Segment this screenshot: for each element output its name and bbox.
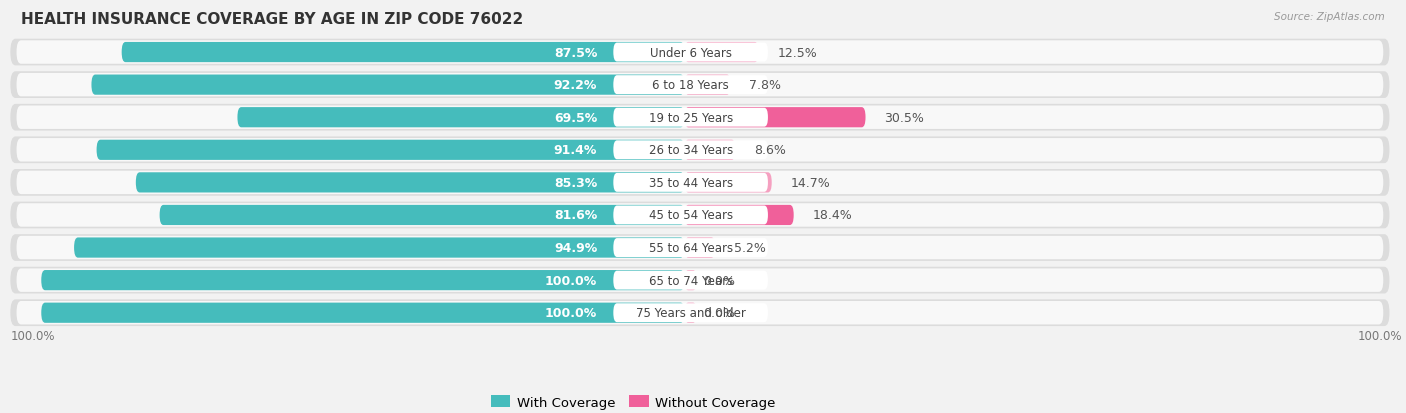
FancyBboxPatch shape xyxy=(17,301,1384,325)
Text: 87.5%: 87.5% xyxy=(554,46,598,59)
FancyBboxPatch shape xyxy=(685,173,772,193)
FancyBboxPatch shape xyxy=(17,269,1384,292)
FancyBboxPatch shape xyxy=(613,206,768,225)
Text: 81.6%: 81.6% xyxy=(554,209,598,222)
FancyBboxPatch shape xyxy=(17,171,1384,195)
Text: 100.0%: 100.0% xyxy=(546,274,598,287)
FancyBboxPatch shape xyxy=(17,139,1384,162)
Text: 100.0%: 100.0% xyxy=(10,329,55,342)
Text: 75 Years and older: 75 Years and older xyxy=(636,306,745,319)
FancyBboxPatch shape xyxy=(17,236,1384,260)
Text: 55 to 64 Years: 55 to 64 Years xyxy=(648,242,733,254)
FancyBboxPatch shape xyxy=(613,76,768,95)
Text: 7.8%: 7.8% xyxy=(749,79,782,92)
Text: 69.5%: 69.5% xyxy=(554,112,598,124)
Text: 0.0%: 0.0% xyxy=(703,306,735,319)
FancyBboxPatch shape xyxy=(160,205,685,225)
FancyBboxPatch shape xyxy=(613,271,768,290)
Text: 92.2%: 92.2% xyxy=(554,79,598,92)
Text: 5.2%: 5.2% xyxy=(734,242,766,254)
FancyBboxPatch shape xyxy=(685,140,735,161)
Text: 45 to 54 Years: 45 to 54 Years xyxy=(648,209,733,222)
FancyBboxPatch shape xyxy=(10,72,1389,99)
FancyBboxPatch shape xyxy=(97,140,685,161)
Text: 26 to 34 Years: 26 to 34 Years xyxy=(648,144,733,157)
FancyBboxPatch shape xyxy=(685,43,759,63)
FancyBboxPatch shape xyxy=(17,106,1384,130)
FancyBboxPatch shape xyxy=(685,271,697,290)
Text: 35 to 44 Years: 35 to 44 Years xyxy=(648,176,733,190)
FancyBboxPatch shape xyxy=(10,40,1389,66)
FancyBboxPatch shape xyxy=(10,104,1389,131)
FancyBboxPatch shape xyxy=(122,43,685,63)
FancyBboxPatch shape xyxy=(17,74,1384,97)
FancyBboxPatch shape xyxy=(41,271,685,290)
Text: 14.7%: 14.7% xyxy=(790,176,830,190)
Text: 18.4%: 18.4% xyxy=(813,209,852,222)
FancyBboxPatch shape xyxy=(136,173,685,193)
Text: Under 6 Years: Under 6 Years xyxy=(650,46,731,59)
FancyBboxPatch shape xyxy=(10,137,1389,164)
FancyBboxPatch shape xyxy=(238,108,685,128)
FancyBboxPatch shape xyxy=(91,75,685,95)
Text: 6 to 18 Years: 6 to 18 Years xyxy=(652,79,728,92)
FancyBboxPatch shape xyxy=(613,304,768,323)
Text: Source: ZipAtlas.com: Source: ZipAtlas.com xyxy=(1274,12,1385,22)
FancyBboxPatch shape xyxy=(613,239,768,257)
Text: 65 to 74 Years: 65 to 74 Years xyxy=(648,274,733,287)
FancyBboxPatch shape xyxy=(10,267,1389,294)
FancyBboxPatch shape xyxy=(613,141,768,160)
Text: 30.5%: 30.5% xyxy=(884,112,924,124)
Text: 100.0%: 100.0% xyxy=(546,306,598,319)
Text: 100.0%: 100.0% xyxy=(1357,329,1402,342)
FancyBboxPatch shape xyxy=(10,202,1389,229)
Text: 0.0%: 0.0% xyxy=(703,274,735,287)
FancyBboxPatch shape xyxy=(613,109,768,127)
FancyBboxPatch shape xyxy=(613,173,768,192)
Legend: With Coverage, Without Coverage: With Coverage, Without Coverage xyxy=(485,390,780,413)
FancyBboxPatch shape xyxy=(17,204,1384,227)
Text: 12.5%: 12.5% xyxy=(778,46,817,59)
FancyBboxPatch shape xyxy=(685,205,794,225)
FancyBboxPatch shape xyxy=(685,238,716,258)
FancyBboxPatch shape xyxy=(75,238,685,258)
FancyBboxPatch shape xyxy=(10,170,1389,196)
Text: 8.6%: 8.6% xyxy=(754,144,786,157)
FancyBboxPatch shape xyxy=(10,235,1389,261)
FancyBboxPatch shape xyxy=(685,108,866,128)
Text: HEALTH INSURANCE COVERAGE BY AGE IN ZIP CODE 76022: HEALTH INSURANCE COVERAGE BY AGE IN ZIP … xyxy=(21,12,523,27)
Text: 91.4%: 91.4% xyxy=(554,144,598,157)
FancyBboxPatch shape xyxy=(685,303,697,323)
FancyBboxPatch shape xyxy=(17,41,1384,64)
FancyBboxPatch shape xyxy=(613,43,768,62)
Text: 85.3%: 85.3% xyxy=(554,176,598,190)
Text: 19 to 25 Years: 19 to 25 Years xyxy=(648,112,733,124)
FancyBboxPatch shape xyxy=(685,75,731,95)
Text: 94.9%: 94.9% xyxy=(554,242,598,254)
FancyBboxPatch shape xyxy=(10,299,1389,326)
FancyBboxPatch shape xyxy=(41,303,685,323)
